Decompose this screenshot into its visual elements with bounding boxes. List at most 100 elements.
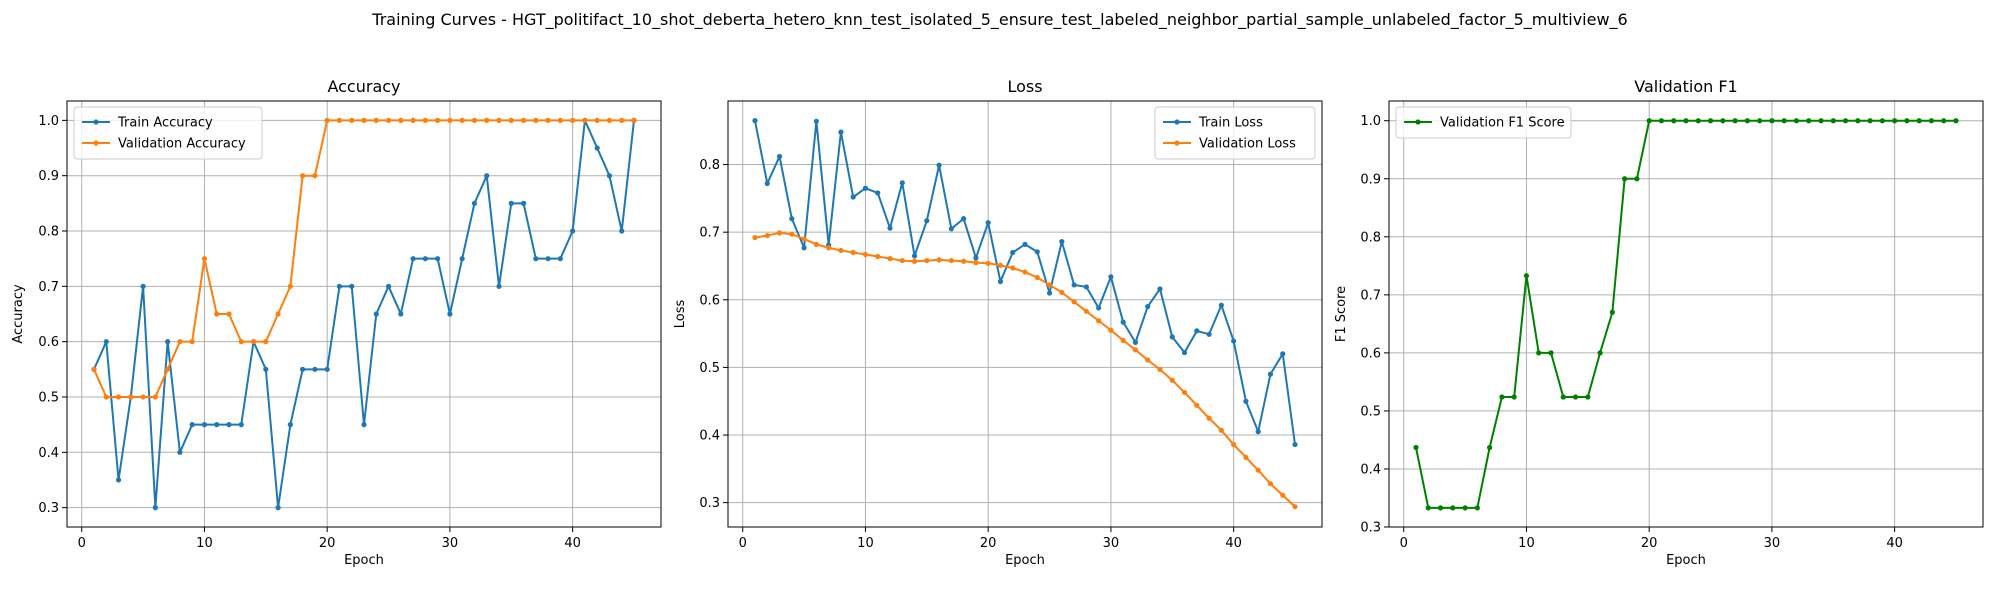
data-point bbox=[776, 230, 783, 236]
y-tick-label: 0.4 bbox=[1360, 462, 1381, 477]
data-point bbox=[1707, 118, 1714, 124]
data-point bbox=[948, 257, 954, 264]
x-tick-label: 10 bbox=[1518, 536, 1535, 551]
data-point bbox=[789, 216, 795, 222]
data-point bbox=[300, 366, 306, 372]
data-point bbox=[1267, 371, 1274, 377]
data-point bbox=[1720, 118, 1726, 124]
legend-box bbox=[1154, 106, 1316, 160]
data-point bbox=[545, 117, 551, 123]
data-point bbox=[1622, 176, 1628, 182]
data-point bbox=[275, 505, 281, 511]
data-point bbox=[1781, 118, 1787, 124]
data-point bbox=[496, 283, 502, 289]
data-point bbox=[165, 366, 171, 372]
data-point bbox=[484, 173, 490, 179]
data-point bbox=[911, 253, 918, 259]
data-point bbox=[570, 228, 576, 234]
chart-panels: 0 10 20 30 40 0.3 0.4 0.5 0.6 0.7 0.8 0.9 1.0 Accurac… bbox=[11, 77, 1984, 568]
legend: Train Accuracy Validation Accuracy bbox=[73, 106, 263, 160]
x-tick-label: 10 bbox=[857, 536, 874, 551]
data-point bbox=[1560, 394, 1566, 400]
legend-label: Train Loss bbox=[1198, 116, 1263, 131]
y-axis-label: Loss bbox=[673, 300, 688, 329]
data-point bbox=[1255, 429, 1261, 435]
data-point bbox=[1683, 118, 1689, 124]
legend-box bbox=[73, 106, 263, 160]
data-point bbox=[275, 311, 281, 317]
y-tick-label: 0.3 bbox=[699, 496, 720, 511]
data-point bbox=[422, 256, 428, 262]
data-point bbox=[471, 117, 478, 123]
data-point bbox=[862, 185, 869, 191]
data-point bbox=[752, 234, 758, 241]
data-point bbox=[1793, 118, 1800, 124]
data-point bbox=[214, 422, 220, 428]
data-point bbox=[410, 117, 416, 123]
data-point bbox=[961, 216, 967, 222]
y-tick-label: 1.0 bbox=[1360, 114, 1381, 129]
series-validation-f1-score bbox=[1413, 118, 1959, 511]
data-point bbox=[300, 173, 306, 179]
data-point bbox=[582, 117, 588, 123]
data-point bbox=[361, 117, 367, 123]
data-point bbox=[1206, 415, 1212, 421]
axes-frame bbox=[1388, 100, 1984, 528]
series-validation-loss bbox=[752, 230, 1298, 510]
data-point bbox=[1157, 366, 1163, 373]
data-point bbox=[1757, 118, 1763, 124]
data-point bbox=[435, 256, 441, 262]
data-point bbox=[1010, 265, 1016, 271]
data-point bbox=[606, 173, 613, 179]
data-point bbox=[631, 117, 637, 123]
data-point bbox=[838, 247, 844, 254]
data-point bbox=[1892, 118, 1898, 124]
data-point bbox=[496, 117, 502, 123]
data-point bbox=[1879, 118, 1885, 124]
y-tick-label: 0.8 bbox=[38, 225, 59, 240]
data-point bbox=[594, 117, 600, 123]
data-point bbox=[1904, 118, 1910, 124]
data-point bbox=[447, 117, 453, 123]
x-tick-label: 20 bbox=[980, 536, 997, 551]
data-point bbox=[177, 449, 183, 455]
data-point bbox=[189, 339, 195, 345]
data-point bbox=[973, 260, 979, 266]
data-point bbox=[619, 117, 625, 123]
y-tick-label: 0.6 bbox=[699, 293, 720, 308]
data-point bbox=[826, 245, 832, 251]
data-point bbox=[1806, 118, 1812, 124]
data-point bbox=[115, 394, 122, 400]
data-point bbox=[1132, 339, 1139, 345]
data-point bbox=[1231, 441, 1237, 448]
data-point bbox=[936, 162, 942, 168]
data-point bbox=[594, 145, 600, 151]
data-point bbox=[1243, 454, 1249, 460]
data-point bbox=[850, 249, 856, 256]
legend: Validation F1 Score bbox=[1395, 106, 1572, 139]
figure-title: Training Curves - HGT_politifact_10_shot… bbox=[371, 10, 1627, 30]
data-point bbox=[1218, 302, 1224, 308]
data-point bbox=[1059, 239, 1065, 245]
data-point bbox=[140, 283, 146, 289]
data-point bbox=[1732, 118, 1738, 124]
data-point bbox=[422, 117, 428, 123]
data-point bbox=[1818, 118, 1824, 124]
data-point bbox=[1255, 467, 1261, 473]
data-point bbox=[1523, 273, 1530, 279]
x-tick-label: 30 bbox=[1103, 536, 1120, 551]
data-point bbox=[1437, 505, 1444, 511]
x-tick-label: 20 bbox=[319, 536, 336, 551]
chart-title: Loss bbox=[1007, 77, 1042, 96]
data-point bbox=[1083, 308, 1089, 314]
data-point bbox=[385, 117, 392, 123]
data-point bbox=[189, 422, 195, 428]
data-point bbox=[1096, 318, 1102, 324]
data-point bbox=[1695, 118, 1701, 124]
data-point bbox=[398, 311, 404, 317]
legend-label: Validation Loss bbox=[1199, 137, 1296, 152]
data-point bbox=[177, 339, 183, 345]
data-point bbox=[961, 258, 967, 264]
legend-swatch-marker bbox=[1415, 119, 1421, 125]
